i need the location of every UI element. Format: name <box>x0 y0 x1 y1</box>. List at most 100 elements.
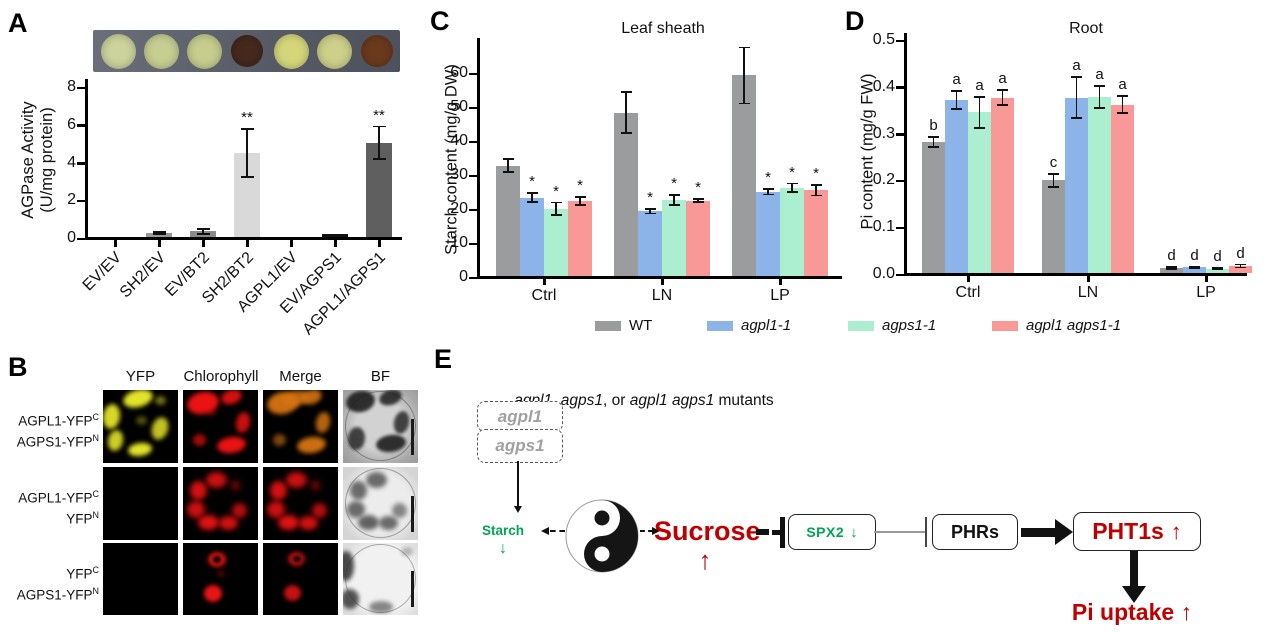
colony-spot-6 <box>316 33 352 69</box>
pht1s-up-arrow: ↑ <box>1170 518 1182 544</box>
WT-Ctrl-error-bar <box>502 158 514 173</box>
EV/BT2-error-cap-bottom <box>196 232 210 235</box>
agpl1 agps1-1-LN-error-line <box>697 197 699 204</box>
x-tick <box>202 240 205 247</box>
pht1s-label: PHT1s <box>1092 518 1164 544</box>
blob-dark-center-1 <box>213 556 221 563</box>
micrograph-chlorophyll-row2 <box>183 467 258 540</box>
agps1-1-LP-error-bar <box>786 182 798 193</box>
legend-label-agpl1-agps1-1: agpl1 agps1-1 <box>1026 317 1122 334</box>
agpl1-1-Ctrl-error-bar <box>951 90 962 111</box>
fluorescence-blob-3 <box>347 501 365 518</box>
y-tick-label: 50 <box>450 98 468 115</box>
legend-item-agpl1-1: agpl1-1 <box>707 317 791 334</box>
agpl1-1-Ctrl-error-bar <box>526 192 538 204</box>
agpl1 agps1-1-Ctrl-annotation: a <box>998 70 1007 88</box>
panel-a-label: A <box>8 8 28 38</box>
micrograph-bf-row3 <box>343 543 418 615</box>
row1-sup1: C <box>92 412 100 422</box>
fluorescence-blob-6 <box>207 408 217 416</box>
sucrose-inhibition-tbar <box>780 517 785 548</box>
panel-b-col-header-yfp: YFP <box>125 368 156 385</box>
mutant-to-starch-arrow-line <box>517 461 519 506</box>
WT-LN-annotation: c <box>1049 153 1058 171</box>
sucrose-label: Sucrose <box>654 516 761 546</box>
fluorescence-blob-6 <box>392 503 407 518</box>
agps1-1-LN-error-cap-top <box>1094 85 1105 88</box>
spx2-label: SPX2 <box>806 524 845 540</box>
WT-Ctrl-bar <box>496 165 520 276</box>
SH2/BT2-annotation: ** <box>241 109 253 127</box>
micrograph-yfp-row2 <box>103 467 178 540</box>
legend-swatch-wt <box>595 320 621 331</box>
agps1-1-LP-annotation: d <box>1213 248 1222 266</box>
fluorescence-blob-7 <box>230 480 241 491</box>
y-tick-label: 8 <box>67 78 76 95</box>
pi-content-chart: Root Pi content (mg/g FW) 0.0 0.1 0.2 0.3 0.… <box>855 0 1270 310</box>
x-axis-line <box>85 237 402 240</box>
WT-LN-error-line <box>625 91 627 135</box>
agpl1 agps1-1-LP-annotation: * <box>813 165 819 183</box>
fluorescence-blob-3 <box>233 410 253 435</box>
SH2/EV-error-cap-bottom <box>152 233 166 236</box>
yinyang-to-sucrose-arrowhead <box>652 527 660 535</box>
agpl1 agps1-1-LN-error-cap-bottom <box>1117 112 1128 114</box>
fluorescence-blob-5 <box>148 415 172 442</box>
fluorescence-blob-5 <box>299 516 318 530</box>
spx2-box: SPX2 ↓ <box>788 514 876 550</box>
micrograph-bf-row1 <box>343 390 418 463</box>
WT-LP-error-bar <box>1166 265 1177 270</box>
agpl1-1-LP-annotation: * <box>765 168 771 186</box>
AGPL1/AGPS1-error-cap-bottom <box>372 157 386 160</box>
group-label-Ctrl: Ctrl <box>955 284 981 301</box>
WT-LN-error-cap-top <box>620 91 632 94</box>
panel-b-row1-label: AGPL1-YFPC AGPS1-YFPN <box>0 409 99 450</box>
agpl1-1-Ctrl-bar <box>520 197 544 276</box>
fluorescence-blob-2 <box>284 585 301 601</box>
title-seg-1: , <box>552 392 561 409</box>
agpl1-1-Ctrl-error-cap-bottom <box>951 108 962 111</box>
y-tick-label: 0.0 <box>872 265 895 282</box>
y-tick <box>469 106 477 109</box>
colony-spot-2 <box>143 33 179 69</box>
y-tick-label: 10 <box>450 234 468 251</box>
y-tick-label: 0.5 <box>872 31 895 48</box>
group-label-LP: LP <box>770 287 790 304</box>
colony-spot-3 <box>186 33 222 69</box>
micrograph-yfp-row1 <box>103 390 178 463</box>
agpl1-1-LN-annotation: * <box>647 189 653 207</box>
agps1-1-LN-annotation: a <box>1095 66 1104 84</box>
row1-label-line1: AGPL1-YFP <box>18 413 93 429</box>
starch-content-chart: Leaf sheath Starch content (mg/g DW) 0 10… <box>440 0 865 310</box>
legend-label-wt: WT <box>629 317 653 334</box>
panel-b-row2-label: AGPL1-YFPC YFPN <box>0 486 99 527</box>
fluorescence-blob-5 <box>219 516 238 530</box>
agpl1-1-LN-error-line <box>649 208 651 215</box>
agpl1-1-LN-bar <box>1065 97 1088 273</box>
agps1-1-LP-bar <box>780 187 804 276</box>
chart-c-y-axis-label: Starch content (mg/g DW) <box>442 64 461 255</box>
legend-swatch-agpl1-1 <box>707 320 733 331</box>
AGPL1/AGPS1-error-bar <box>372 125 386 160</box>
agpl1-1-LN-annotation: a <box>1072 57 1081 75</box>
micrograph-merge-row3 <box>263 543 338 615</box>
x-axis-line <box>477 276 842 279</box>
WT-LP-error-cap-bottom <box>738 102 750 105</box>
y-tick-label: 0 <box>67 229 76 246</box>
row1-label-line2: AGPS1-YFP <box>16 434 93 449</box>
WT-LP-error-cap-bottom <box>1166 267 1177 270</box>
title-seg-4: agpl1 agps1 <box>629 392 715 409</box>
agpl1 agps1-1-Ctrl-error-line <box>579 196 581 207</box>
agpl1 agps1-1-Ctrl-bar <box>991 97 1014 273</box>
x-tick <box>1087 276 1090 282</box>
fluorescence-blob-4 <box>401 547 413 556</box>
agpl1-1-LN-error-cap-top <box>644 208 656 211</box>
row3-sup1: C <box>92 565 100 575</box>
y-axis-line <box>85 79 88 240</box>
EV/BT2-error-cap-top <box>196 228 210 230</box>
agps1-1-Ctrl-annotation: * <box>553 182 559 200</box>
panel-c-label: C <box>430 6 450 36</box>
agps1-1-LN-error-cap-top <box>668 194 680 196</box>
fluorescence-blob-1 <box>206 472 227 488</box>
agpl1-1-Ctrl-error-cap-top <box>951 90 962 93</box>
